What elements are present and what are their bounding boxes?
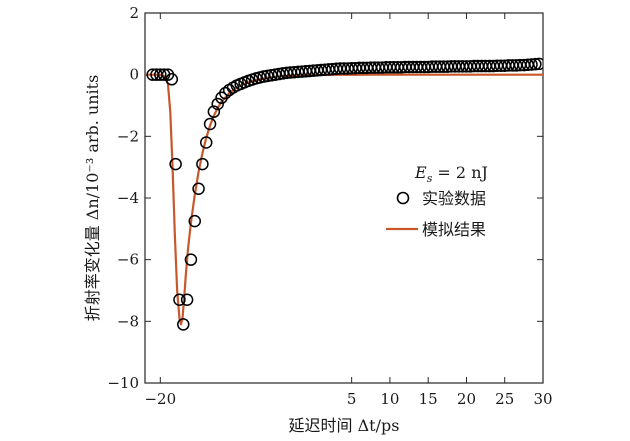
data-point [165, 73, 179, 86]
data-point [203, 117, 217, 131]
y-tick-label: −2 [117, 127, 139, 145]
data-point [188, 214, 201, 228]
x-axis-label: 延迟时间 Δt/ps [289, 416, 400, 435]
legend: Es = 2 nJ 实验数据 模拟结果 [386, 163, 488, 239]
data-point [199, 136, 213, 149]
legend-title: Es = 2 nJ [414, 163, 488, 185]
data-point [196, 157, 209, 171]
data-point [154, 68, 167, 81]
data-point [180, 293, 194, 306]
x-tick-label: 30 [533, 390, 552, 408]
legend-marker-experiment [396, 191, 410, 205]
x-tick-label: 5 [347, 390, 357, 408]
x-tick-label: −20 [144, 390, 176, 408]
legend-label-experiment: 实验数据 [422, 189, 486, 208]
x-tick-label: 10 [380, 390, 399, 408]
data-point [207, 105, 221, 118]
data-point [173, 293, 186, 306]
y-tick-label: 2 [129, 4, 139, 22]
data-point [525, 58, 538, 71]
y-tick-label: −8 [117, 312, 139, 330]
x-tick-labels: −20 5 10 15 20 25 30 [144, 390, 552, 408]
y-tick-label: −6 [117, 251, 139, 269]
data-point [184, 253, 198, 266]
legend-label-simulation: 模拟结果 [422, 220, 486, 239]
data-point [169, 157, 182, 171]
x-tick-label: 20 [457, 390, 476, 408]
data-point [177, 318, 190, 331]
data-point [192, 182, 205, 195]
y-tick-label: −4 [117, 189, 139, 207]
y-axis-label: 折射率变化量 Δn/10⁻³ arb. units [83, 75, 102, 322]
data-point [529, 57, 542, 71]
experiment-points-layer [146, 57, 543, 331]
y-tick-label: 0 [129, 66, 139, 84]
x-tick-label: 25 [495, 390, 514, 408]
y-tick-labels: 2 0 −2 −4 −6 −8 −10 [107, 4, 139, 392]
data-point [532, 57, 543, 71]
y-tick-label: −10 [107, 374, 139, 392]
x-tick-label: 15 [419, 390, 438, 408]
data-point [211, 97, 224, 111]
